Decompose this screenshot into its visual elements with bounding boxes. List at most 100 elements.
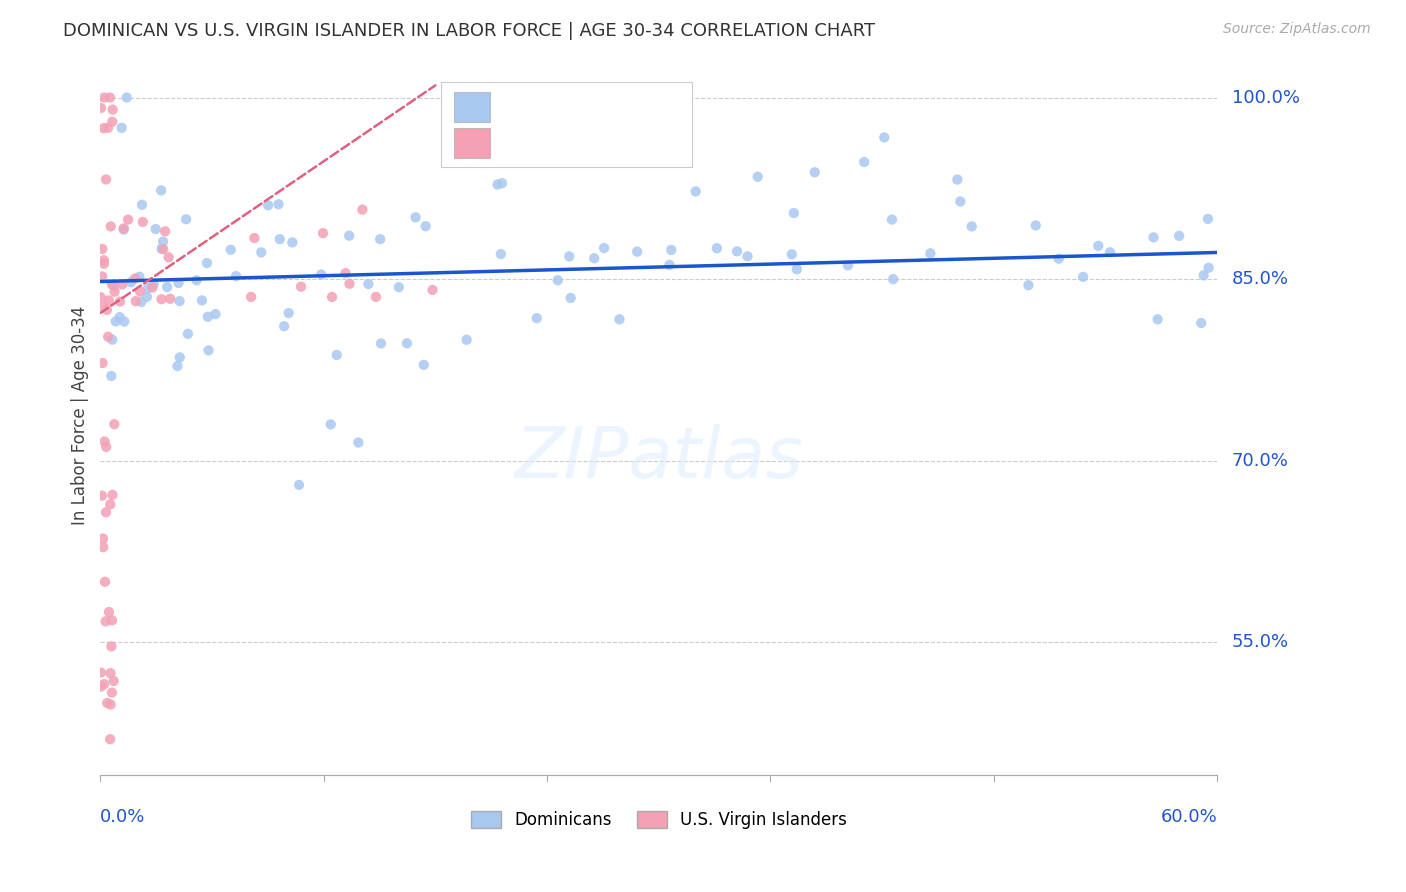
Point	[325, 348, 347, 362]
Point	[780, 247, 803, 261]
Point	[583, 252, 606, 266]
Point	[112, 222, 135, 236]
Point	[309, 268, 332, 282]
Point	[101, 277, 124, 292]
Point	[368, 232, 391, 246]
Point	[658, 258, 681, 272]
Point	[290, 279, 312, 293]
Point	[100, 368, 122, 383]
Point	[364, 290, 387, 304]
Point	[100, 698, 122, 712]
Point	[288, 478, 311, 492]
Point	[90, 680, 112, 694]
Point	[1192, 268, 1215, 283]
Point	[725, 244, 748, 259]
Point	[112, 221, 135, 235]
Point	[91, 540, 114, 554]
Point	[405, 211, 427, 225]
Text: 100.0%: 100.0%	[1232, 88, 1301, 106]
Text: DOMINICAN VS U.S. VIRGIN ISLANDER IN LABOR FORCE | AGE 30-34 CORRELATION CHART: DOMINICAN VS U.S. VIRGIN ISLANDER IN LAB…	[63, 22, 876, 40]
Point	[197, 343, 219, 358]
Point	[240, 290, 263, 304]
Point	[142, 277, 165, 291]
Point	[91, 299, 114, 313]
Point	[281, 235, 304, 250]
Point	[100, 640, 122, 654]
Point	[335, 266, 357, 280]
Point	[111, 277, 134, 292]
Point	[152, 242, 174, 256]
Point	[145, 222, 167, 236]
Point	[131, 294, 153, 309]
Point	[269, 232, 291, 246]
Point	[96, 302, 118, 317]
Point	[747, 169, 769, 184]
Point	[873, 130, 896, 145]
Point	[98, 732, 121, 747]
Point	[94, 505, 117, 519]
Point	[186, 273, 208, 287]
Point	[412, 358, 434, 372]
Bar	[441, 82, 692, 167]
Point	[169, 294, 191, 309]
Point	[97, 329, 120, 343]
Point	[136, 281, 159, 295]
Point	[339, 277, 361, 291]
Point	[103, 278, 125, 293]
Point	[103, 417, 125, 432]
Point	[90, 290, 112, 304]
Point	[101, 114, 124, 128]
Point	[169, 351, 191, 365]
Point	[946, 172, 969, 186]
Point	[250, 245, 273, 260]
Point	[370, 336, 392, 351]
Point	[91, 242, 114, 256]
Point	[167, 276, 190, 290]
Point	[547, 273, 569, 287]
Text: 70.0%: 70.0%	[1232, 451, 1289, 470]
Point	[98, 497, 121, 511]
Point	[273, 319, 295, 334]
Point	[93, 90, 115, 104]
Legend: Dominicans, U.S. Virgin Islanders: Dominicans, U.S. Virgin Islanders	[464, 804, 853, 836]
Point	[90, 101, 112, 115]
Point	[104, 285, 127, 299]
Point	[491, 176, 513, 190]
Point	[415, 219, 437, 234]
Point	[150, 184, 173, 198]
Point	[150, 292, 173, 306]
Point	[395, 336, 418, 351]
Point	[352, 202, 374, 217]
Bar	[454, 92, 491, 122]
Point	[120, 275, 142, 289]
Point	[882, 272, 904, 286]
Point	[166, 359, 188, 373]
Point	[609, 312, 631, 326]
Point	[685, 185, 707, 199]
Point	[90, 665, 112, 680]
Point	[177, 326, 200, 341]
Point	[195, 256, 218, 270]
Point	[489, 247, 512, 261]
Point	[101, 488, 124, 502]
Point	[783, 206, 806, 220]
Point	[157, 250, 180, 264]
Bar	[454, 128, 491, 158]
Point	[456, 333, 478, 347]
Point	[132, 215, 155, 229]
Point	[110, 120, 132, 135]
Text: 55.0%: 55.0%	[1232, 633, 1289, 651]
Point	[837, 258, 859, 272]
Point	[1047, 252, 1070, 266]
Point	[243, 231, 266, 245]
Point	[1142, 230, 1164, 244]
Point	[277, 306, 299, 320]
Point	[100, 219, 122, 234]
Point	[90, 489, 112, 503]
Point	[101, 333, 124, 347]
Point	[131, 198, 153, 212]
Point	[108, 294, 131, 309]
Point	[128, 269, 150, 284]
Point	[1099, 245, 1122, 260]
Point	[1087, 239, 1109, 253]
